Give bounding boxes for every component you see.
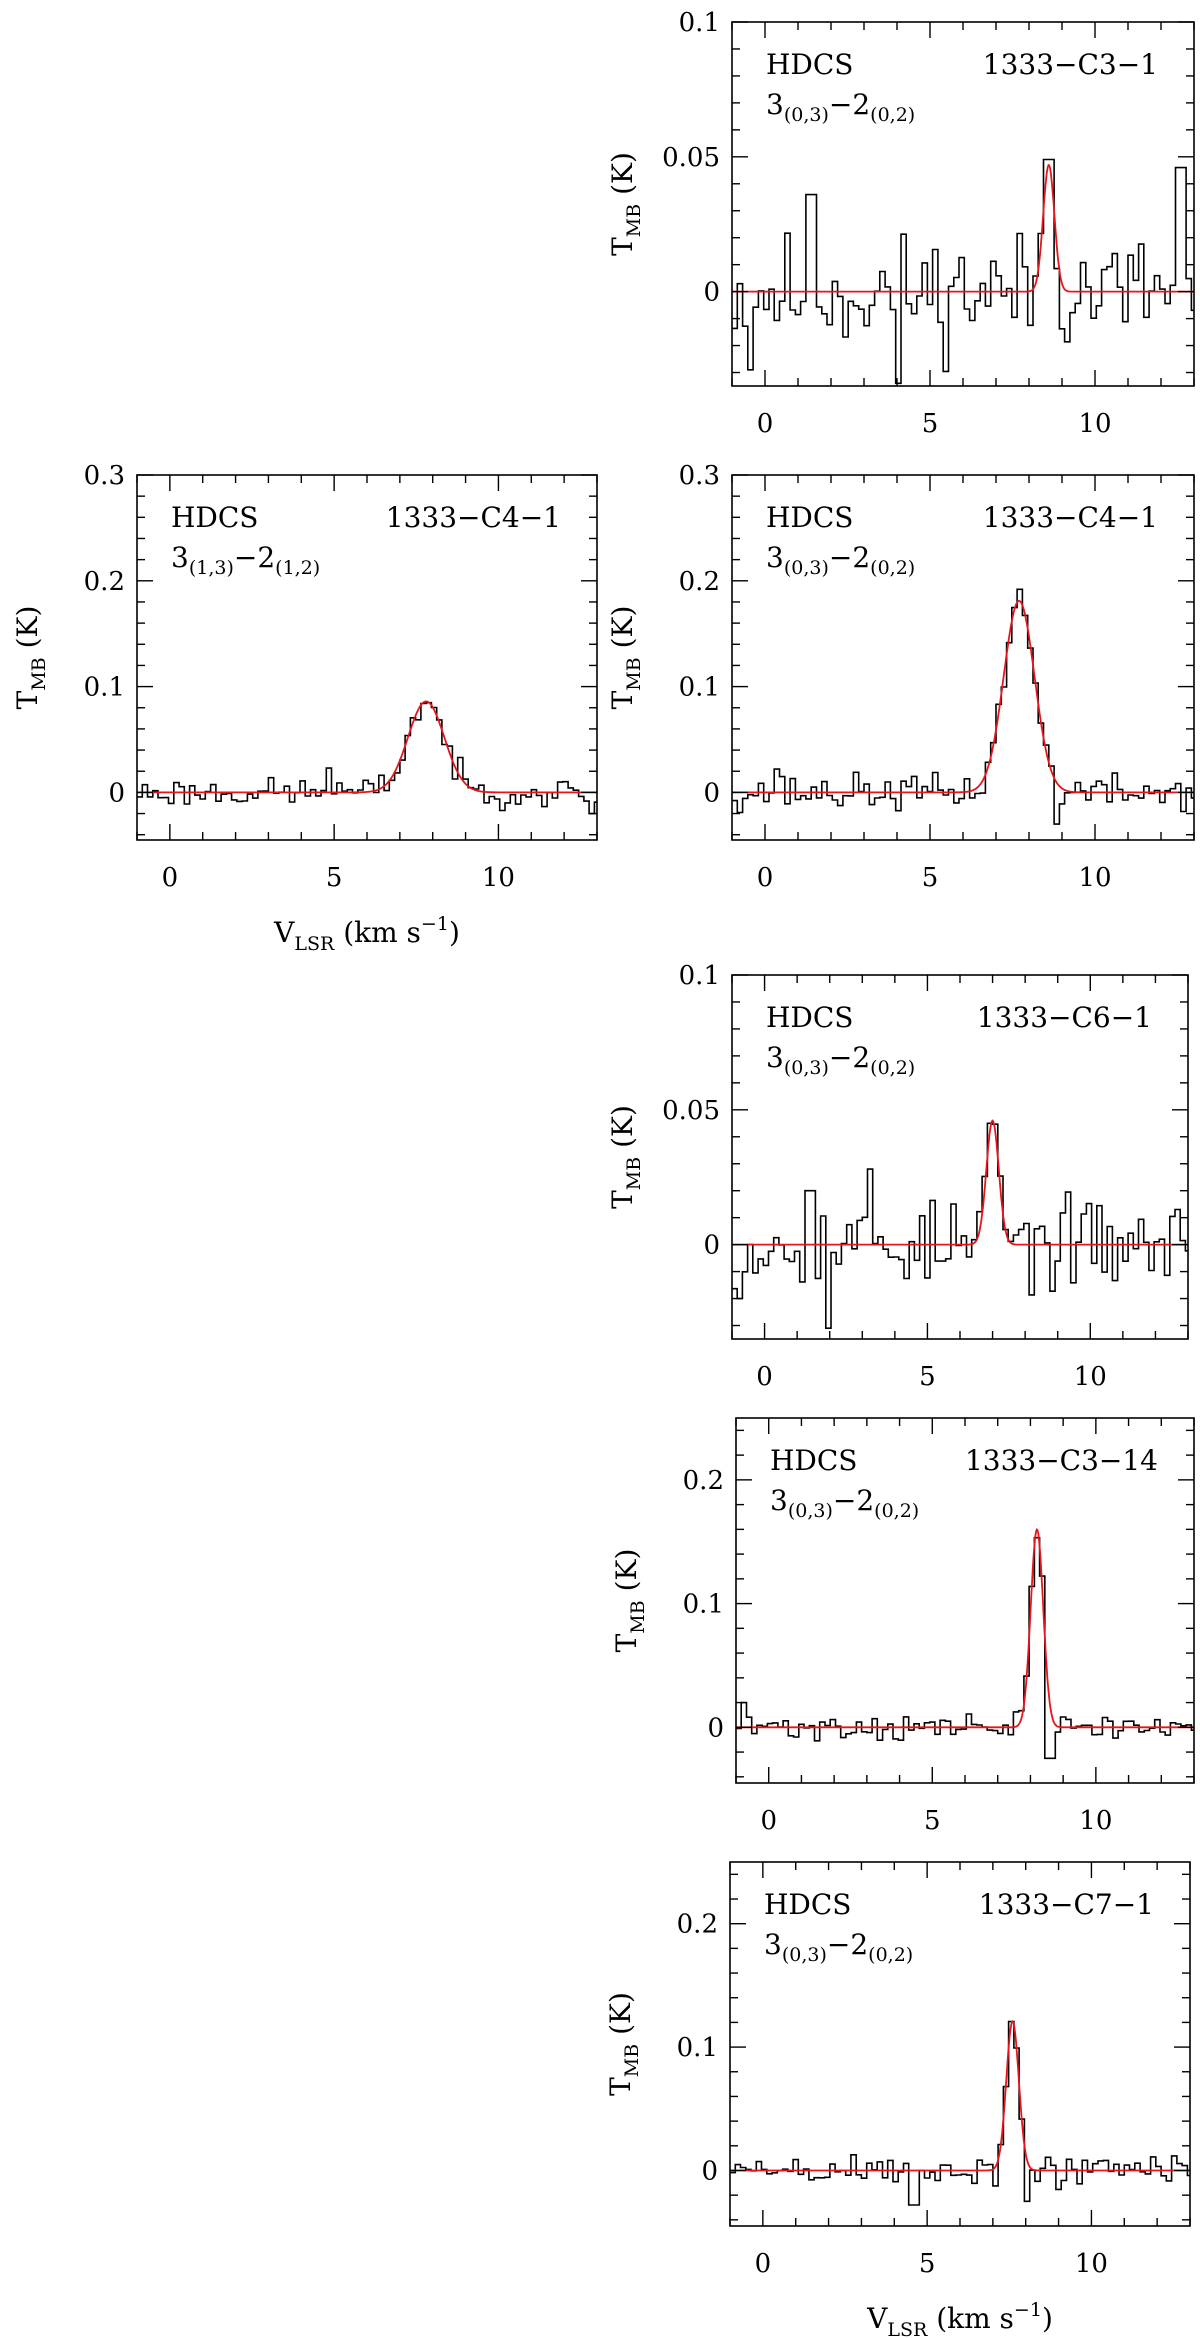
molecule-label: HDCS	[766, 1001, 853, 1034]
y-tick-label: 0.3	[84, 461, 125, 491]
transition-label: 3(0,3)−2(0,2)	[764, 1928, 913, 1966]
y-tick-label: 0.2	[84, 567, 125, 597]
source-label: 1333−C7−1	[979, 1888, 1154, 1921]
x-tick-label: 0	[760, 1806, 777, 1836]
x-tick-label: 10	[1075, 2249, 1108, 2279]
y-tick-label: 0.2	[679, 567, 720, 597]
spectrum-panel-p4: 0 5 10 0 0.05 0.1 HDCS 1333−C6−1 3(0,3)−2(0,2) TM…	[606, 961, 1189, 1392]
x-tick-label: 5	[922, 863, 939, 893]
x-tick-label: 5	[924, 1806, 941, 1836]
gaussian-fit-line	[732, 1119, 1188, 1246]
transition-label: 3(0,3)−2(0,2)	[766, 88, 915, 126]
source-label: 1333−C4−1	[983, 501, 1158, 534]
spectrum-panel-p3: 0 5 10 0 0.1 0.2 0.3 HDCS 1333−C4−1 3(0,3)−2(0,2)…	[606, 461, 1195, 893]
gaussian-fit-line	[732, 599, 1194, 794]
source-label: 1333−C3−14	[965, 1444, 1158, 1477]
x-tick-label: 0	[756, 1362, 773, 1392]
observed-spectrum	[732, 588, 1194, 825]
y-tick-label: 0	[707, 1713, 724, 1743]
x-tick-label: 5	[919, 2249, 936, 2279]
y-tick-label: 0	[703, 778, 720, 808]
molecule-label: HDCS	[171, 501, 258, 534]
x-tick-label: 0	[162, 863, 179, 893]
y-tick-label: 0.1	[683, 1590, 724, 1620]
y-tick-label: 0.3	[679, 461, 720, 491]
transition-label: 3(0,3)−2(0,2)	[770, 1484, 919, 1522]
x-tick-label: 5	[326, 863, 343, 893]
gaussian-fit-line	[736, 1527, 1194, 1729]
y-axis-title: TMB (K)	[606, 1105, 645, 1209]
gaussian-fit-line	[732, 164, 1194, 293]
molecule-label: HDCS	[766, 501, 853, 534]
y-axis-title: TMB (K)	[11, 606, 50, 710]
y-axis-title: TMB (K)	[606, 152, 645, 256]
observed-spectrum	[730, 2020, 1190, 2206]
transition-label: 3(0,3)−2(0,2)	[766, 1041, 915, 1079]
y-tick-label: 0.1	[679, 8, 720, 38]
spectrum-panel-p2: 0 5 10 0 0.1 0.2 0.3 HDCS 1333−C4−1 3(1,3)−2(1,2)…	[11, 461, 598, 955]
y-tick-label: 0.05	[662, 1096, 720, 1126]
gaussian-fit-line	[137, 700, 597, 794]
gaussian-fit-line	[730, 2020, 1190, 2172]
y-tick-label: 0	[703, 278, 720, 308]
x-tick-label: 10	[1078, 863, 1111, 893]
x-tick-label: 10	[1078, 409, 1111, 439]
y-tick-label: 0.1	[84, 673, 125, 703]
y-tick-label: 0	[701, 2156, 718, 2186]
source-label: 1333−C6−1	[977, 1001, 1152, 1034]
x-tick-label: 10	[1079, 1806, 1112, 1836]
x-tick-label: 0	[757, 409, 774, 439]
y-tick-label: 0.2	[677, 1910, 718, 1940]
molecule-label: HDCS	[770, 1444, 857, 1477]
y-axis-title: TMB (K)	[610, 1549, 649, 1653]
source-label: 1333−C4−1	[386, 501, 561, 534]
y-tick-label: 0.1	[679, 961, 720, 991]
x-tick-label: 0	[757, 863, 774, 893]
spectrum-panel-p6: 0 5 10 0 0.1 0.2 HDCS 1333−C7−1 3(0,3)−2(0,2) TMB…	[604, 1861, 1191, 2338]
x-tick-label: 0	[755, 2249, 772, 2279]
spectrum-panel-p5: 0 5 10 0 0.1 0.2 HDCS 1333−C3−14 3(0,3)−2(0,2) TM…	[610, 1417, 1195, 1836]
y-tick-label: 0.2	[683, 1466, 724, 1496]
spectrum-panel-p1: 0 5 10 0 0.05 0.1 HDCS 1333−C3−1 3(0,3)−2(0,2) TM…	[606, 8, 1195, 439]
observed-spectrum	[736, 1536, 1194, 1760]
observed-spectrum	[732, 1122, 1188, 1329]
y-axis-title: TMB (K)	[604, 1992, 643, 2096]
y-tick-label: 0.1	[679, 673, 720, 703]
observed-spectrum	[732, 158, 1194, 385]
y-tick-label: 0.05	[662, 143, 720, 173]
x-axis-title: VLSR (km s−1)	[866, 2299, 1053, 2338]
x-tick-label: 10	[1074, 1362, 1107, 1392]
x-tick-label: 5	[922, 409, 939, 439]
x-tick-label: 10	[482, 863, 515, 893]
molecule-label: HDCS	[766, 48, 853, 81]
y-tick-label: 0	[108, 778, 125, 808]
molecule-label: HDCS	[764, 1888, 851, 1921]
transition-label: 3(0,3)−2(0,2)	[766, 541, 915, 579]
y-tick-label: 0.1	[677, 2033, 718, 2063]
transition-label: 3(1,3)−2(1,2)	[171, 541, 320, 579]
observed-spectrum	[137, 701, 597, 815]
y-axis-title: TMB (K)	[606, 606, 645, 710]
x-tick-label: 5	[919, 1362, 936, 1392]
y-tick-label: 0	[703, 1231, 720, 1261]
source-label: 1333−C3−1	[983, 48, 1158, 81]
x-axis-title: VLSR (km s−1)	[273, 913, 460, 955]
